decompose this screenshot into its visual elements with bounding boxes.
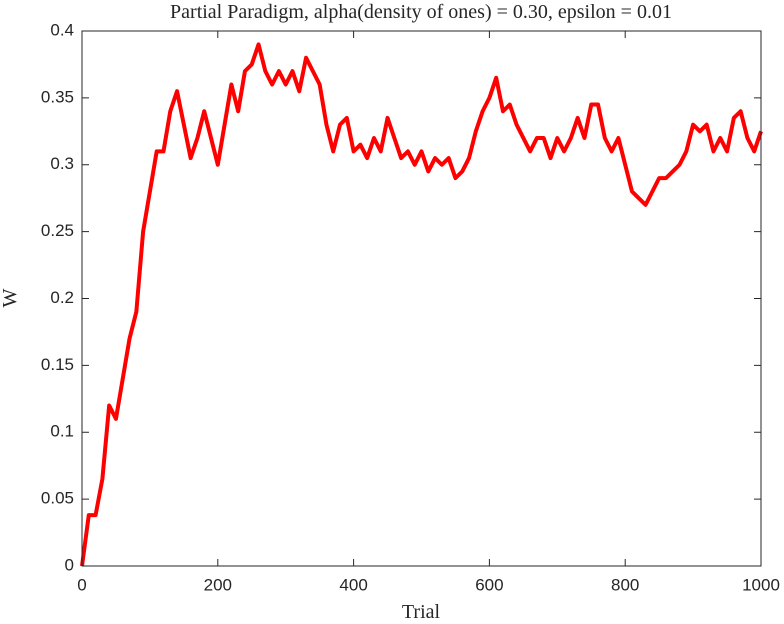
chart-title: Partial Paradigm, alpha(density of ones)… (170, 1, 672, 23)
x-tick-label: 800 (611, 575, 639, 594)
data-line (80, 42, 763, 567)
y-axis-label: W (0, 288, 21, 307)
y-tick-label: 0.1 (50, 422, 74, 441)
x-tick-label: 0 (77, 575, 86, 594)
y-tick-label: 0.2 (50, 288, 74, 307)
y-tick-label: 0.35 (41, 87, 74, 106)
y-tick-label: 0 (65, 555, 74, 574)
x-tick-label: 600 (475, 575, 503, 594)
y-tick-label: 0.3 (50, 154, 74, 173)
x-tick-label: 1000 (742, 575, 780, 594)
y-tick-label: 0.15 (41, 355, 74, 374)
y-tick-label: 0.05 (41, 489, 74, 508)
y-tick-label: 0.25 (41, 221, 74, 240)
x-tick-label: 400 (339, 575, 367, 594)
x-axis-label: Trial (402, 601, 441, 623)
y-tick-label: 0.4 (50, 20, 74, 39)
x-tick-label: 200 (204, 575, 232, 594)
